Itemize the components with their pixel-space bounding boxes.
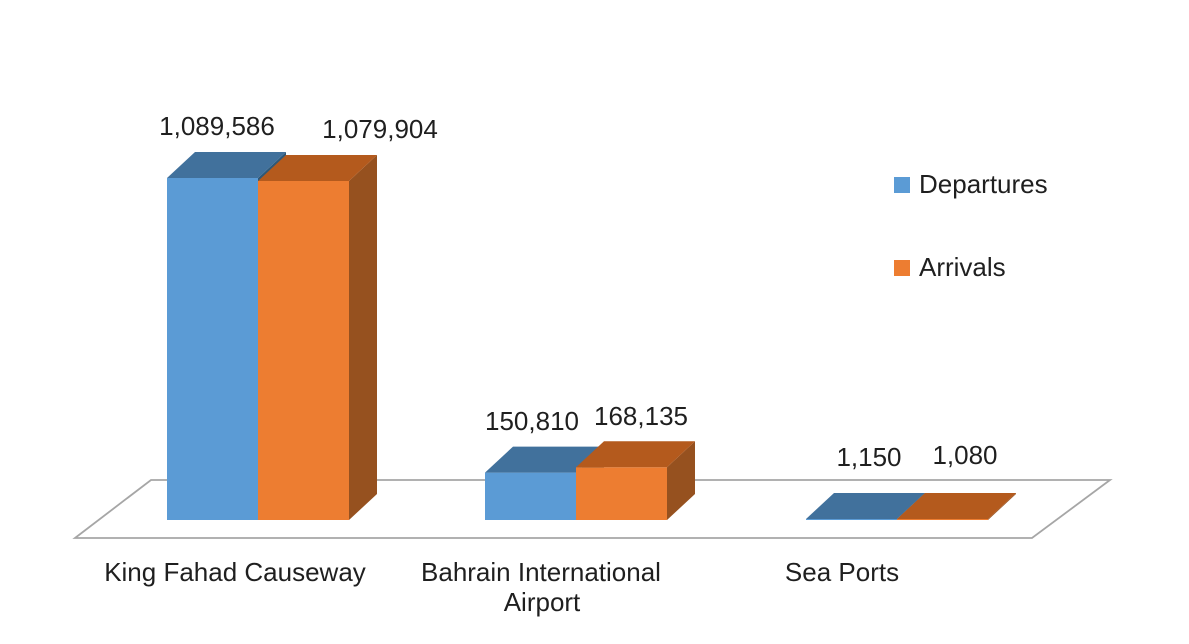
legend-label-arrivals[interactable]: Arrivals bbox=[919, 252, 1006, 282]
bar-arrivals-0-front[interactable] bbox=[258, 181, 349, 520]
bar-arrivals-2-top[interactable] bbox=[897, 493, 1016, 519]
bar-arrivals-1-top[interactable] bbox=[576, 441, 695, 468]
bar-departures-1-front[interactable] bbox=[485, 472, 576, 520]
bar-departures-2-top[interactable] bbox=[806, 493, 925, 519]
data-label-departures-sea-ports: 1,150 bbox=[836, 442, 901, 472]
legend-swatch-departures-icon[interactable] bbox=[894, 177, 910, 193]
bar-arrivals-2-front[interactable] bbox=[897, 519, 988, 520]
axis-label-sea-ports: Sea Ports bbox=[785, 557, 899, 587]
legend-label-departures[interactable]: Departures bbox=[919, 169, 1048, 199]
legend-swatch-arrivals-icon[interactable] bbox=[894, 260, 910, 276]
bars-group bbox=[167, 152, 1016, 520]
bar-arrivals-0-top[interactable] bbox=[258, 155, 377, 182]
bar-departures-0-front[interactable] bbox=[167, 178, 258, 520]
data-label-departures-king-fahad-causeway: 1,089,586 bbox=[159, 111, 275, 141]
bar-arrivals-0-side[interactable] bbox=[349, 155, 377, 520]
axis-label-king-fahad-causeway: King Fahad Causeway bbox=[104, 557, 366, 587]
legend: Departures Arrivals bbox=[894, 169, 1048, 282]
bar-arrivals-1-front[interactable] bbox=[576, 467, 667, 520]
axis-label-bahrain-airport-line2: Airport bbox=[504, 587, 581, 617]
chart-floor bbox=[72, 479, 1113, 539]
bar-departures-1-top[interactable] bbox=[485, 446, 604, 473]
bar-arrivals-1-side[interactable] bbox=[667, 441, 695, 520]
bar-arrivals-2-side[interactable] bbox=[988, 493, 1016, 520]
bar-departures-0-top[interactable] bbox=[167, 152, 286, 178]
data-label-arrivals-bahrain-airport: 168,135 bbox=[594, 401, 688, 431]
bar-departures-2-front[interactable] bbox=[806, 519, 897, 520]
data-label-departures-bahrain-airport: 150,810 bbox=[485, 406, 579, 436]
data-label-arrivals-sea-ports: 1,080 bbox=[932, 440, 997, 470]
data-label-arrivals-king-fahad-causeway: 1,079,904 bbox=[322, 114, 438, 144]
axis-label-bahrain-airport-line1: Bahrain International bbox=[421, 557, 661, 587]
